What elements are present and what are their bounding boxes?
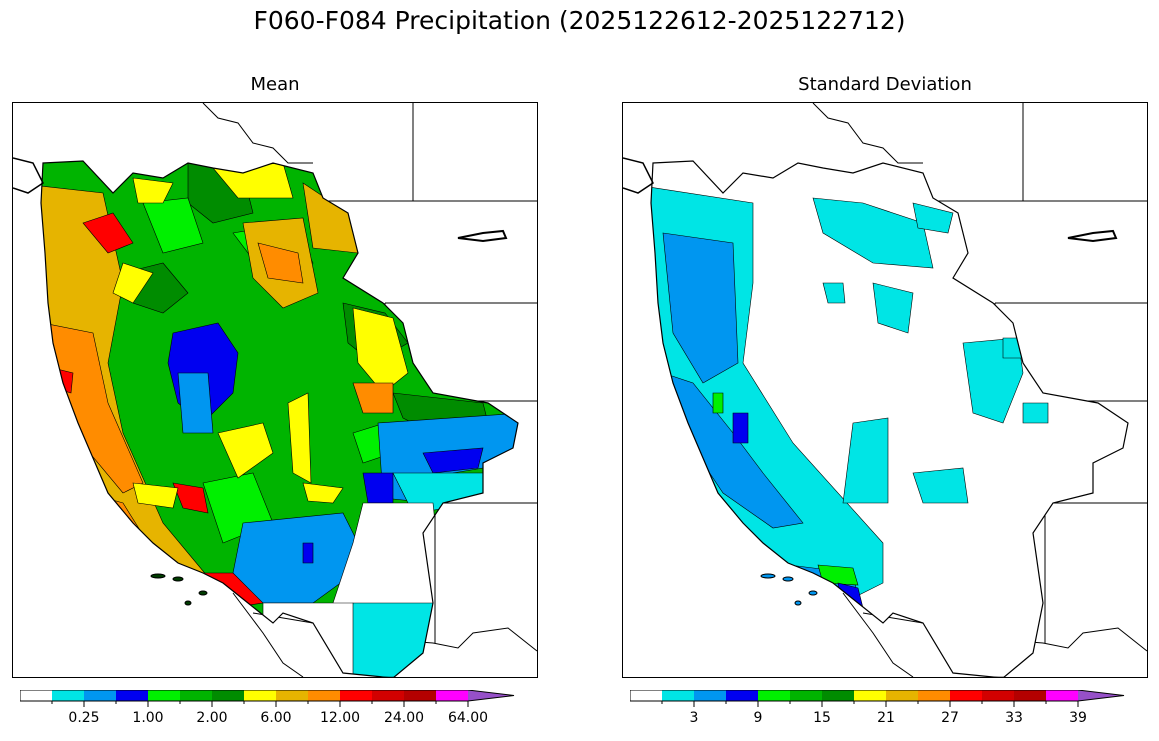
stddev-colorbar-label: 15 bbox=[813, 710, 831, 726]
mean-colorbar-swatch bbox=[180, 690, 212, 701]
mean-colorbar-swatch bbox=[212, 690, 244, 701]
mean-colorbar-swatch bbox=[52, 690, 84, 701]
mean-colorbar-swatch bbox=[468, 690, 514, 701]
stddev-colorbar-label: 9 bbox=[753, 710, 763, 726]
stddev-precipitation-map bbox=[622, 102, 1148, 678]
stddev-colorbar-swatch bbox=[758, 690, 790, 701]
stddev-map-svg bbox=[623, 103, 1147, 677]
mean-colorbar-swatch bbox=[148, 690, 180, 701]
mean-coastline-north bbox=[13, 157, 44, 194]
mean-colorbar-label: 0.25 bbox=[68, 710, 100, 726]
stddev-colorbar-label: 3 bbox=[689, 710, 699, 726]
mean-colorbar-swatch bbox=[20, 690, 52, 701]
mean-channel-islands bbox=[150, 573, 208, 606]
mean-colorbar-label: 6.00 bbox=[260, 710, 292, 726]
stddev-colorbar-swatch bbox=[886, 690, 918, 701]
mean-colorbar-swatch bbox=[340, 690, 372, 701]
stddev-colorbar-swatch bbox=[918, 690, 950, 701]
mean-panel-title: Mean bbox=[250, 74, 300, 95]
mean-colorbar-swatch bbox=[404, 690, 436, 701]
figure-title: F060-F084 Precipitation (2025122612-2025… bbox=[253, 6, 906, 35]
stddev-colorbar-label: 27 bbox=[941, 710, 959, 726]
mean-colorbar-label: 64.00 bbox=[447, 710, 489, 726]
stddev-colorbar-outline bbox=[630, 690, 1125, 702]
stddev-colorbar-swatch bbox=[790, 690, 822, 701]
mean-colorbar-label: 2.00 bbox=[196, 710, 228, 726]
mean-colorbar-outline bbox=[20, 690, 515, 702]
mean-colorbar-swatch bbox=[308, 690, 340, 701]
mean-colorbar: 0.25 1.00 2.00 6.00 12.00 24.00 64.00 bbox=[20, 690, 530, 734]
stddev-colorbar-swatch bbox=[854, 690, 886, 701]
stddev-coastline-north bbox=[623, 157, 654, 194]
mean-colorbar-swatch bbox=[116, 690, 148, 701]
mean-colorbar-swatch bbox=[244, 690, 276, 701]
stddev-colorbar-svg bbox=[630, 690, 1125, 707]
stddev-colorbar-label: 33 bbox=[1005, 710, 1023, 726]
stddev-colorbar-label: 21 bbox=[877, 710, 895, 726]
mean-lake-shape bbox=[457, 229, 508, 243]
stddev-colorbar-swatch bbox=[1014, 690, 1046, 701]
stddev-lake-shape bbox=[1067, 229, 1118, 243]
stddev-colorbar-swatch bbox=[822, 690, 854, 701]
mean-colorbar-svg bbox=[20, 690, 515, 707]
mean-colorbar-swatch bbox=[436, 690, 468, 701]
mean-precipitation-map bbox=[12, 102, 538, 678]
stddev-basin-outline bbox=[650, 160, 1129, 677]
stddev-channel-islands bbox=[760, 573, 818, 606]
stddev-colorbar-swatch bbox=[950, 690, 982, 701]
mean-colorbar-swatch bbox=[84, 690, 116, 701]
mean-basin-outline bbox=[40, 160, 519, 677]
stddev-colorbar-swatch bbox=[1078, 690, 1124, 701]
stddev-colorbar-swatch bbox=[982, 690, 1014, 701]
mean-map-svg bbox=[13, 103, 537, 677]
stddev-colorbar-swatch bbox=[1046, 690, 1078, 701]
stddev-colorbar-label: 39 bbox=[1069, 710, 1087, 726]
stddev-colorbar-swatch bbox=[662, 690, 694, 701]
mean-colorbar-swatch bbox=[372, 690, 404, 701]
mean-colorbar-label: 1.00 bbox=[132, 710, 164, 726]
mean-colorbar-label: 24.00 bbox=[383, 710, 425, 726]
mean-colorbar-swatch bbox=[276, 690, 308, 701]
stddev-colorbar-swatch bbox=[694, 690, 726, 701]
stddev-precip-regions bbox=[651, 161, 1128, 677]
stddev-colorbar: 3 9 15 21 27 33 39 bbox=[630, 690, 1140, 734]
stddev-colorbar-swatch bbox=[630, 690, 662, 701]
stddev-colorbar-swatch bbox=[726, 690, 758, 701]
stddev-panel-title: Standard Deviation bbox=[798, 74, 972, 95]
mean-colorbar-label: 12.00 bbox=[319, 710, 361, 726]
mean-precip-regions bbox=[41, 161, 518, 677]
